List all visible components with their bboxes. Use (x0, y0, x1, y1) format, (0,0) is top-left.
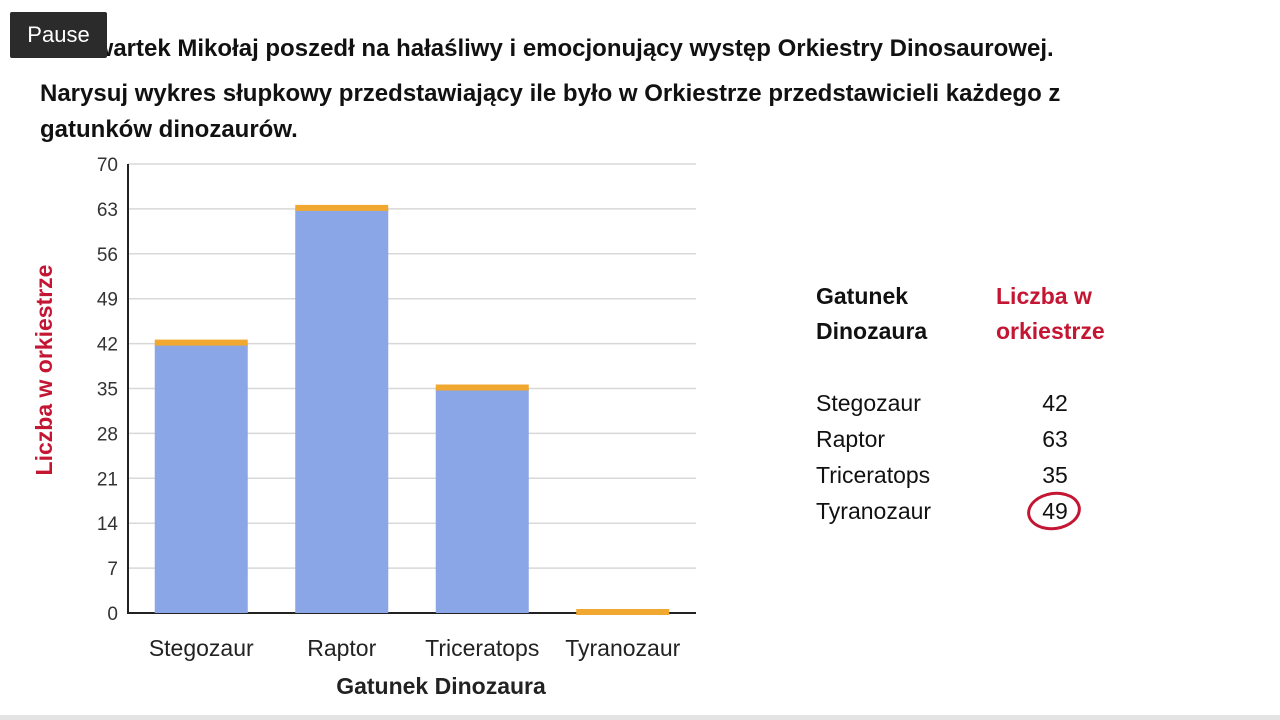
problem-line-2: Narysuj wykres słupkowy przedstawiający … (40, 80, 1061, 107)
bar-drag-handle[interactable] (435, 384, 529, 391)
table-row-count: 42 (1042, 390, 1068, 416)
table-row-count: 49 (1042, 498, 1068, 524)
y-tick-label: 63 (97, 200, 118, 221)
x-tick-label: Stegozaur (149, 635, 254, 661)
bar-chart[interactable]: 0 7 14 21 28 35 42 49 56 63 70 Stegozaur Raptor Trice… (0, 0, 740, 715)
bar (435, 388, 529, 613)
bar-drag-handle[interactable] (576, 609, 670, 615)
table-header-species-line2: Dinozaura (816, 318, 928, 344)
bar (154, 343, 248, 613)
y-axis-title: Liczba w orkiestrze (31, 265, 57, 476)
table-header-species-line1: Gatunek (816, 283, 909, 309)
problem-line-3: gatunków dinozaurów. (40, 116, 298, 143)
y-tick-label: 21 (97, 469, 118, 490)
pause-button[interactable]: Pause (10, 12, 107, 58)
table-row-count: 35 (1042, 462, 1068, 488)
table-row-species: Tyranozaur (816, 498, 932, 524)
x-tick-label: Tyranozaur (565, 635, 680, 661)
y-tick-label: 35 (97, 380, 118, 401)
table-row-species: Raptor (816, 426, 886, 452)
table-header-count-line2: orkiestrze (996, 318, 1105, 344)
bar-drag-handle[interactable] (154, 339, 248, 346)
player-bottom-strip (0, 715, 1280, 720)
y-tick-label: 28 (97, 424, 118, 445)
bar-drag-handle[interactable] (295, 204, 389, 211)
x-axis-title: Gatunek Dinozaura (336, 673, 546, 699)
x-tick-label: Raptor (307, 635, 376, 661)
y-tick-label: 56 (97, 245, 118, 266)
y-tick-label: 42 (97, 335, 118, 356)
y-tick-label: 14 (97, 514, 119, 535)
y-tick-label: 0 (107, 604, 118, 625)
table-header-count-line1: Liczba w (996, 283, 1092, 309)
y-tick-label: 70 (97, 155, 118, 176)
problem-line-1: W czwartek Mikołaj poszedł na hałaśliwy … (40, 35, 1054, 62)
table-row-species: Stegozaur (816, 390, 921, 416)
y-tick-label: 49 (97, 290, 118, 311)
bar (295, 208, 389, 613)
y-tick-label: 7 (107, 559, 118, 580)
x-tick-label: Triceratops (425, 635, 539, 661)
table-row-count: 63 (1042, 426, 1068, 452)
table-row-species: Triceratops (816, 462, 931, 488)
